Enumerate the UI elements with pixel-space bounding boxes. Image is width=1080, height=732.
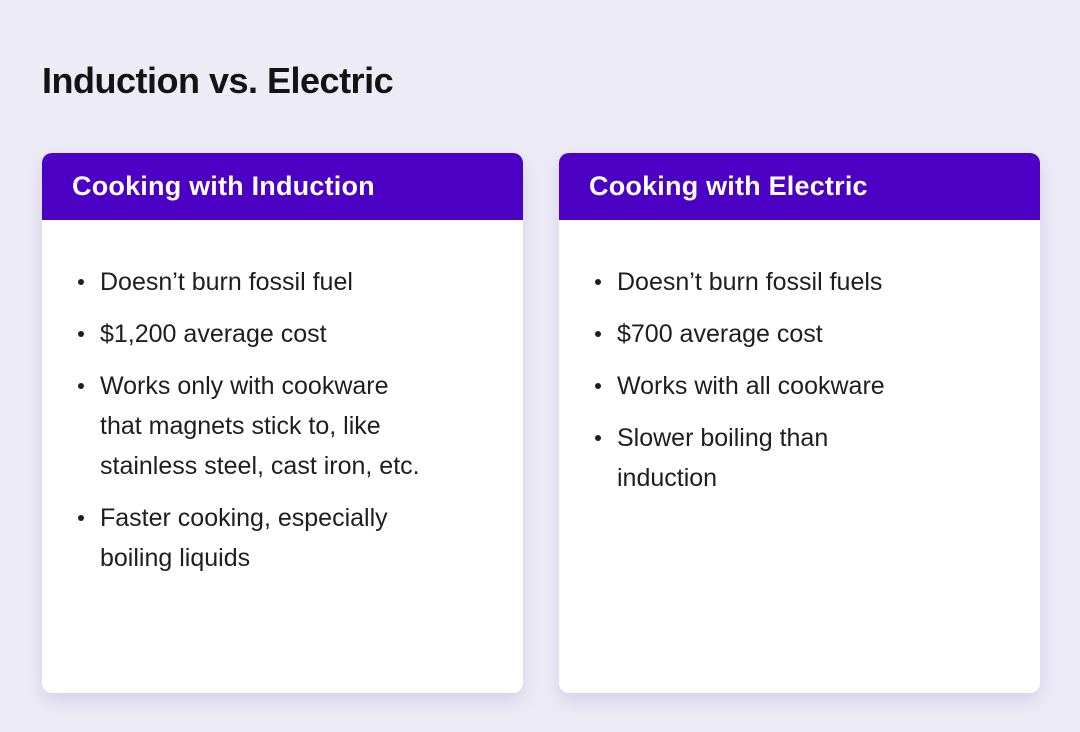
list-item: $700 average cost: [595, 314, 1010, 354]
bullet-dot-icon: [78, 331, 84, 337]
bullet-line: stainless steel, cast iron, etc.: [100, 452, 420, 480]
bullet-line: Works only with cookware: [100, 372, 389, 400]
card-electric-body: Doesn’t burn fossil fuels $700 average c…: [559, 220, 1040, 498]
bullet-line: boiling liquids: [100, 544, 251, 572]
card-induction: Cooking with Induction Doesn’t burn foss…: [42, 153, 523, 693]
bullet-text: Works only with cookware that magnets st…: [100, 366, 420, 486]
bullet-text: Works with all cookware: [617, 366, 885, 406]
bullet-dot-icon: [595, 435, 601, 441]
comparison-cards-row: Cooking with Induction Doesn’t burn foss…: [42, 153, 1040, 693]
bullet-line: that magnets stick to, like: [100, 412, 381, 440]
card-electric-title: Cooking with Electric: [589, 171, 868, 201]
card-induction-header: Cooking with Induction: [42, 153, 523, 220]
bullet-line: Doesn’t burn fossil fuels: [617, 268, 883, 296]
bullet-line: Faster cooking, especially: [100, 504, 388, 532]
bullet-text: $1,200 average cost: [100, 314, 327, 354]
list-item: $1,200 average cost: [78, 314, 493, 354]
bullet-dot-icon: [78, 515, 84, 521]
bullet-line: $1,200 average cost: [100, 320, 327, 348]
list-item: Doesn’t burn fossil fuel: [78, 262, 493, 302]
list-item: Doesn’t burn fossil fuels: [595, 262, 1010, 302]
bullet-line: Works with all cookware: [617, 372, 885, 400]
card-electric-header: Cooking with Electric: [559, 153, 1040, 220]
bullet-dot-icon: [595, 383, 601, 389]
card-electric: Cooking with Electric Doesn’t burn fossi…: [559, 153, 1040, 693]
list-item: Slower boiling than induction: [595, 418, 1010, 498]
card-induction-title: Cooking with Induction: [72, 171, 375, 201]
list-item: Works only with cookware that magnets st…: [78, 366, 493, 486]
page-title: Induction vs. Electric: [42, 60, 394, 101]
bullet-text: Slower boiling than induction: [617, 418, 828, 498]
bullet-text: Faster cooking, especially boiling liqui…: [100, 498, 388, 578]
card-induction-bullet-list: Doesn’t burn fossil fuel $1,200 average …: [78, 262, 493, 578]
card-electric-bullet-list: Doesn’t burn fossil fuels $700 average c…: [595, 262, 1010, 498]
bullet-dot-icon: [595, 279, 601, 285]
bullet-line: induction: [617, 464, 718, 492]
bullet-dot-icon: [78, 383, 84, 389]
bullet-dot-icon: [78, 279, 84, 285]
bullet-line: Slower boiling than: [617, 424, 829, 452]
bullet-text: Doesn’t burn fossil fuel: [100, 262, 353, 302]
card-induction-body: Doesn’t burn fossil fuel $1,200 average …: [42, 220, 523, 578]
bullet-text: $700 average cost: [617, 314, 823, 354]
bullet-dot-icon: [595, 331, 601, 337]
list-item: Faster cooking, especially boiling liqui…: [78, 498, 493, 578]
bullet-line: $700 average cost: [617, 320, 823, 348]
bullet-text: Doesn’t burn fossil fuels: [617, 262, 882, 302]
bullet-line: Doesn’t burn fossil fuel: [100, 268, 353, 296]
list-item: Works with all cookware: [595, 366, 1010, 406]
